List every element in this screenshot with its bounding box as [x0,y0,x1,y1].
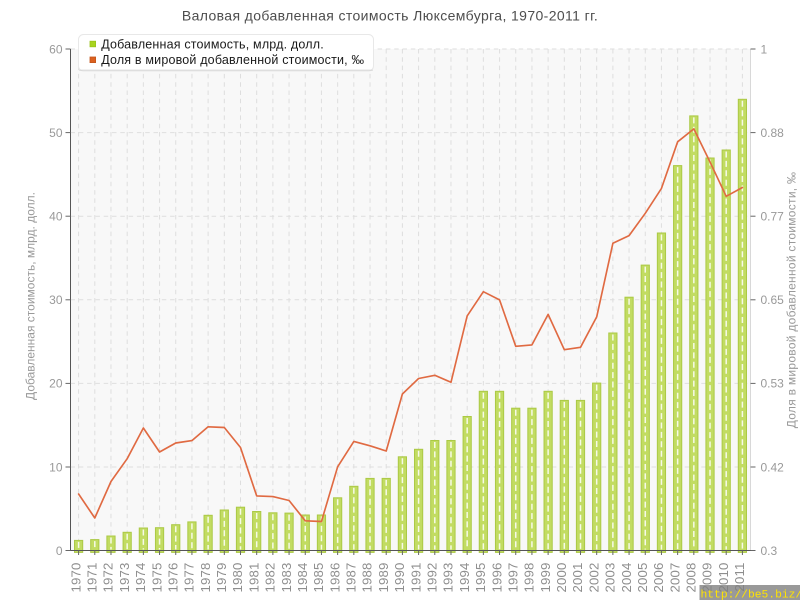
svg-text:1998: 1998 [522,562,537,592]
svg-text:Добавленная стоимость, млрд. д: Добавленная стоимость, млрд. долл. [24,192,38,400]
svg-text:1979: 1979 [214,562,229,592]
svg-text:2001: 2001 [570,562,585,592]
svg-text:20: 20 [49,377,63,391]
svg-text:1980: 1980 [230,562,245,592]
svg-text:1975: 1975 [149,562,164,592]
svg-text:1991: 1991 [408,562,423,592]
svg-text:0.77: 0.77 [761,210,785,224]
svg-text:1987: 1987 [344,562,359,592]
svg-text:0.88: 0.88 [761,126,785,140]
svg-text:50: 50 [49,126,63,140]
svg-text:0.65: 0.65 [761,293,785,307]
svg-text:60: 60 [49,42,63,56]
svg-text:40: 40 [49,210,63,224]
svg-text:Валовая добавленная стоимость: Валовая добавленная стоимость Люксембург… [182,8,598,24]
svg-text:2000: 2000 [554,562,569,592]
svg-text:http://be5.biz/: http://be5.biz/ [701,589,800,600]
svg-text:1983: 1983 [279,562,294,592]
svg-text:1981: 1981 [246,562,261,592]
svg-text:1996: 1996 [489,562,504,592]
svg-text:1: 1 [761,42,768,56]
svg-text:1977: 1977 [182,562,197,592]
svg-text:2002: 2002 [586,562,601,592]
svg-text:30: 30 [49,293,63,307]
svg-text:1993: 1993 [441,562,456,592]
svg-text:1970: 1970 [68,562,83,592]
svg-text:1982: 1982 [263,562,278,592]
svg-text:1990: 1990 [392,562,407,592]
svg-text:1972: 1972 [101,562,116,592]
svg-text:2004: 2004 [619,562,634,592]
svg-text:0.3: 0.3 [761,544,778,558]
svg-text:0: 0 [56,544,63,558]
svg-text:2006: 2006 [651,562,666,592]
svg-text:1997: 1997 [505,562,520,592]
svg-text:2003: 2003 [603,562,618,592]
svg-text:2005: 2005 [635,562,650,592]
svg-text:1989: 1989 [376,562,391,592]
svg-text:2008: 2008 [684,562,699,592]
svg-text:1984: 1984 [295,562,310,592]
svg-text:1988: 1988 [360,562,375,592]
svg-text:0.53: 0.53 [761,377,785,391]
svg-text:2007: 2007 [667,562,682,592]
svg-text:1978: 1978 [198,562,213,592]
svg-text:1994: 1994 [457,562,472,592]
svg-text:1976: 1976 [165,562,180,592]
svg-text:1974: 1974 [133,562,148,592]
svg-text:Доля в мировой добавленной сто: Доля в мировой добавленной стоимости, ‰ [101,53,364,67]
svg-text:1985: 1985 [311,562,326,592]
svg-text:1992: 1992 [424,562,439,592]
svg-text:0.42: 0.42 [761,460,785,474]
svg-text:Добавленная стоимость, млрд. д: Добавленная стоимость, млрд. долл. [101,37,324,51]
svg-text:1986: 1986 [327,562,342,592]
svg-text:2011: 2011 [732,562,747,591]
svg-text:1999: 1999 [538,562,553,592]
svg-text:1971: 1971 [84,562,99,592]
svg-text:1995: 1995 [473,562,488,592]
svg-text:10: 10 [49,460,63,474]
svg-text:Доля в мировой добавленной сто: Доля в мировой добавленной стоимости, ‰ [784,172,798,429]
svg-text:1973: 1973 [117,562,132,592]
